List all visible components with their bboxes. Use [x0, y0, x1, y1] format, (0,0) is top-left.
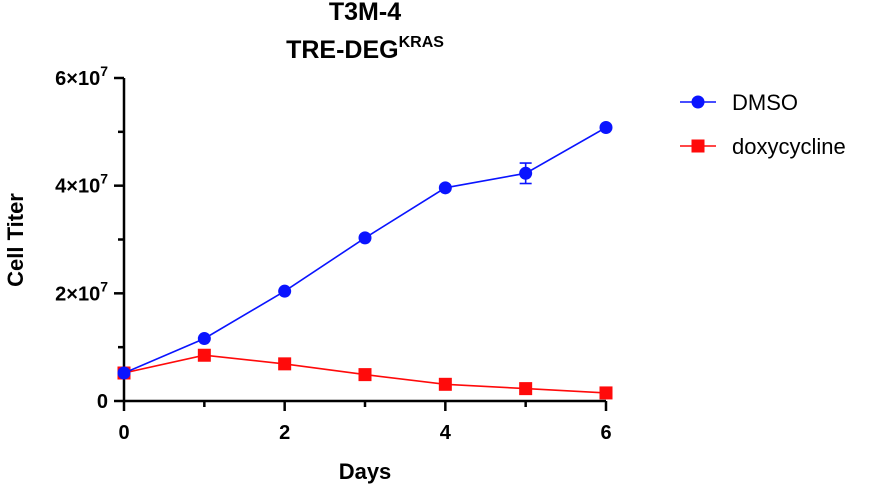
y-tick-mantissa: 0: [97, 391, 108, 413]
legend-item-doxycycline: doxycycline: [680, 134, 846, 159]
y-axis-label: Cell Titer: [3, 193, 28, 287]
y-tick-label: 4×107: [55, 171, 108, 198]
x-axis-label: Days: [339, 459, 392, 484]
y-tick-mantissa: 4×10: [55, 176, 100, 198]
data-point: [599, 121, 613, 135]
y-tick-exponent: 7: [100, 63, 108, 79]
chart-title: T3M-4: [329, 0, 401, 26]
data-point: [599, 386, 613, 400]
chart-legend: DMSO doxycycline: [680, 90, 846, 159]
y-tick-exponent: 7: [100, 171, 108, 187]
data-point: [117, 366, 131, 380]
legend-item-dmso: DMSO: [680, 90, 798, 115]
data-point: [519, 166, 533, 180]
data-point: [438, 377, 452, 391]
y-tick-label: 2×107: [55, 278, 108, 305]
x-tick-label: 6: [600, 422, 611, 444]
data-point: [197, 332, 211, 346]
y-tick-mantissa: 6×10: [55, 68, 100, 90]
data-point: [519, 382, 533, 396]
y-tick-label: 6×107: [55, 63, 108, 90]
data-point: [197, 348, 211, 362]
series-dmso: [117, 121, 613, 380]
legend-label: DMSO: [732, 90, 798, 115]
chart-subtitle-main: TRE-DEG: [286, 36, 399, 64]
legend-label: doxycycline: [732, 134, 846, 159]
series-layer: [117, 121, 613, 400]
x-tick-label: 4: [440, 422, 452, 444]
data-point: [278, 284, 292, 298]
data-point: [358, 231, 372, 245]
y-tick-mantissa: 2×10: [55, 283, 100, 305]
data-point: [278, 357, 292, 371]
series-doxycycline: [117, 348, 613, 400]
y-tick-label: 0: [97, 391, 108, 413]
series-line: [123, 126, 607, 374]
data-point: [438, 181, 452, 195]
x-tick-label: 0: [118, 422, 129, 444]
chart-subtitle-superscript: KRAS: [399, 34, 445, 51]
data-point: [358, 368, 372, 382]
x-tick-label: 2: [279, 422, 290, 444]
square-marker-icon: [691, 139, 705, 153]
chart-subtitle: TRE-DEGKRAS: [286, 34, 444, 64]
circle-marker-icon: [691, 95, 705, 109]
y-tick-exponent: 7: [100, 278, 108, 294]
